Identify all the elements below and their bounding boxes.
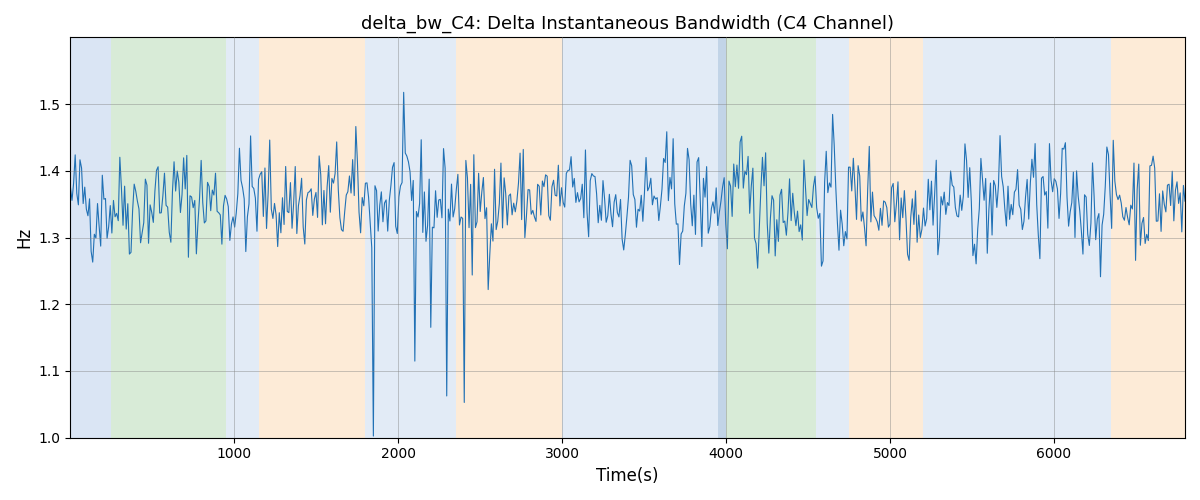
Bar	[112, 38, 226, 438]
Bar	[972, 38, 1070, 438]
Bar	[71, 38, 112, 438]
Bar	[226, 38, 259, 438]
Bar	[726, 38, 816, 438]
Bar	[1070, 38, 1111, 438]
Bar	[848, 38, 923, 438]
Bar	[923, 38, 972, 438]
Bar	[718, 38, 726, 438]
Bar	[456, 38, 562, 438]
X-axis label: Time(s): Time(s)	[596, 467, 659, 485]
Title: delta_bw_C4: Delta Instantaneous Bandwidth (C4 Channel): delta_bw_C4: Delta Instantaneous Bandwid…	[361, 15, 894, 34]
Bar	[1111, 38, 1186, 438]
Bar	[366, 38, 456, 438]
Y-axis label: Hz: Hz	[14, 227, 32, 248]
Bar	[562, 38, 718, 438]
Bar	[259, 38, 366, 438]
Bar	[816, 38, 848, 438]
